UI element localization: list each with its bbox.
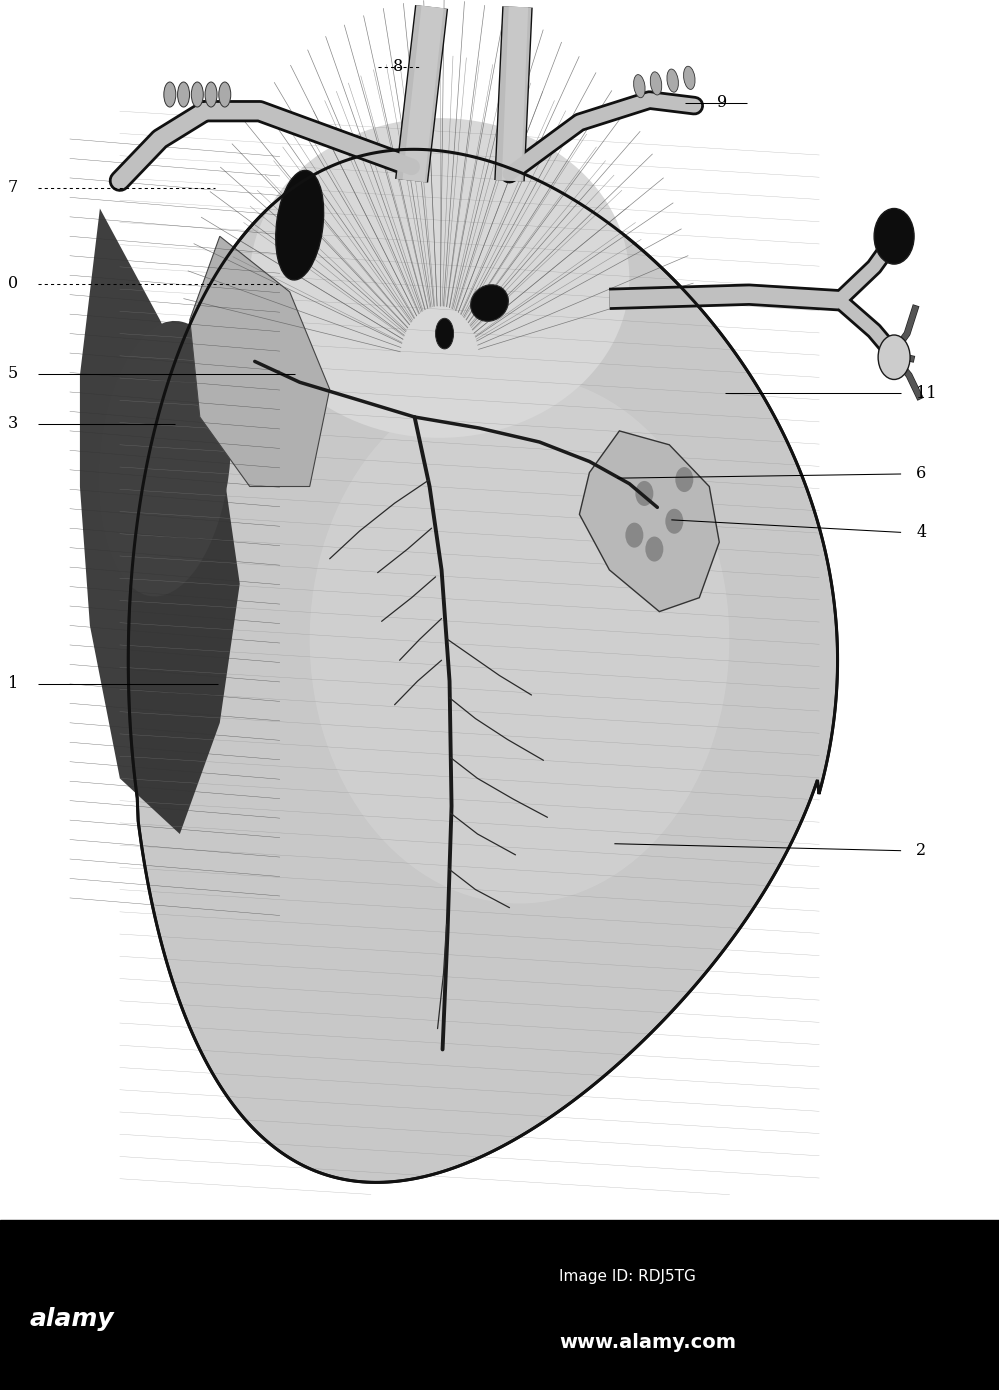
Text: 3: 3 xyxy=(8,416,18,432)
Circle shape xyxy=(645,537,663,562)
Circle shape xyxy=(675,467,693,492)
Ellipse shape xyxy=(436,318,454,349)
Ellipse shape xyxy=(310,375,729,904)
Ellipse shape xyxy=(633,75,645,97)
Ellipse shape xyxy=(667,70,678,92)
Text: 2: 2 xyxy=(916,842,926,859)
Circle shape xyxy=(878,335,910,379)
Ellipse shape xyxy=(178,82,190,107)
Ellipse shape xyxy=(276,171,324,279)
Ellipse shape xyxy=(219,82,231,107)
Text: 4: 4 xyxy=(916,524,926,541)
Circle shape xyxy=(874,208,914,264)
Polygon shape xyxy=(128,149,837,1183)
Circle shape xyxy=(665,509,683,534)
Text: 6: 6 xyxy=(916,466,926,482)
Ellipse shape xyxy=(683,67,695,89)
Text: Image ID: RDJ5TG: Image ID: RDJ5TG xyxy=(559,1269,696,1283)
Ellipse shape xyxy=(164,82,176,107)
Text: 1: 1 xyxy=(8,676,18,692)
Ellipse shape xyxy=(250,118,629,438)
Text: 8: 8 xyxy=(393,58,403,75)
Bar xyxy=(0,1220,999,1390)
Text: 7: 7 xyxy=(8,179,18,196)
Text: 11: 11 xyxy=(916,385,937,402)
Ellipse shape xyxy=(205,82,217,107)
Circle shape xyxy=(635,481,653,506)
Polygon shape xyxy=(80,208,240,834)
Text: www.alamy.com: www.alamy.com xyxy=(559,1333,736,1352)
Polygon shape xyxy=(579,431,719,612)
Ellipse shape xyxy=(471,285,508,321)
Text: alamy: alamy xyxy=(30,1307,115,1330)
Text: 5: 5 xyxy=(8,366,18,382)
Polygon shape xyxy=(190,236,330,486)
Ellipse shape xyxy=(99,321,231,596)
Circle shape xyxy=(625,523,643,548)
Text: 9: 9 xyxy=(717,95,727,111)
Ellipse shape xyxy=(650,72,661,95)
Ellipse shape xyxy=(191,82,204,107)
Text: 0: 0 xyxy=(8,275,18,292)
